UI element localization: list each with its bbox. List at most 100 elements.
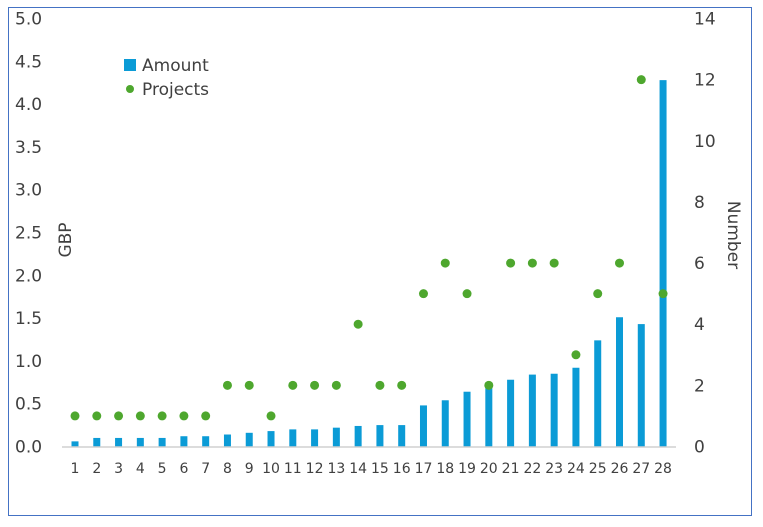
point-projects-5 [157, 411, 167, 421]
bar-amount-3 [115, 437, 123, 447]
x-tick-label: 7 [201, 461, 210, 477]
point-projects-15 [375, 380, 385, 390]
bar-amount-6 [180, 436, 188, 447]
y-tick-label: 3.5 [15, 138, 42, 158]
x-tick-label: 8 [223, 461, 232, 477]
x-tick-label: 12 [306, 461, 324, 477]
x-tick-label: 27 [632, 461, 650, 477]
point-projects-17 [418, 289, 428, 299]
point-projects-22 [527, 258, 537, 268]
bar-amount-22 [528, 374, 536, 447]
point-projects-28 [658, 289, 668, 299]
x-tick-label: 24 [567, 461, 585, 477]
point-projects-2 [92, 411, 102, 421]
bar-amount-9 [245, 432, 253, 447]
y-tick-label: 3.0 [15, 181, 42, 201]
y-tick-label: 5.0 [15, 10, 42, 30]
bar-amount-10 [267, 431, 275, 447]
y2-tick-label: 6 [694, 254, 705, 274]
legend-amount-label: Amount [142, 56, 209, 76]
y2-tick-label: 4 [694, 315, 705, 335]
point-projects-23 [549, 258, 559, 268]
x-tick-label: 1 [71, 461, 80, 477]
x-tick-label: 19 [458, 461, 476, 477]
bar-amount-26 [616, 317, 623, 447]
y2-axis-label: Number [723, 201, 743, 269]
y2-tick-label: 10 [694, 132, 716, 152]
x-tick-label: 16 [393, 461, 411, 477]
bar-amount-13 [332, 427, 340, 447]
bar-amount-4 [136, 437, 144, 447]
y-tick-label: 1.0 [15, 352, 42, 372]
point-projects-24 [571, 350, 581, 360]
legend: Amount Projects [124, 56, 209, 100]
x-tick-label: 2 [92, 461, 101, 477]
bar-amount-12 [311, 429, 319, 447]
point-projects-25 [593, 289, 603, 299]
x-tick-label: 9 [245, 461, 254, 477]
point-projects-9 [244, 380, 254, 390]
bar-amount-18 [441, 400, 449, 447]
y-tick-label: 1.5 [15, 309, 42, 329]
x-tick-label: 3 [114, 461, 123, 477]
x-tick-label: 6 [179, 461, 188, 477]
legend-projects-label: Projects [142, 80, 209, 100]
y2-tick-label: 14 [694, 10, 716, 30]
point-projects-20 [484, 380, 494, 390]
y2-tick-label: 0 [694, 438, 705, 458]
x-tick-label: 14 [349, 461, 367, 477]
point-projects-18 [440, 258, 450, 268]
x-tick-label: 22 [523, 461, 541, 477]
bar-amount-5 [158, 437, 166, 447]
point-projects-1 [70, 411, 80, 421]
y-axis-label: GBP [56, 222, 76, 257]
point-projects-6 [179, 411, 189, 421]
legend-amount-swatch [124, 59, 136, 71]
bar-amount-7 [202, 436, 210, 447]
legend-projects-swatch [126, 85, 134, 93]
x-tick-label: 21 [502, 461, 520, 477]
y-tick-label: 0.5 [15, 395, 42, 415]
bar-amount-25 [594, 340, 602, 447]
x-tick-label: 18 [436, 461, 454, 477]
point-projects-13 [331, 380, 341, 390]
bar-amount-23 [550, 373, 558, 447]
y-tick-label: 4.0 [15, 95, 42, 115]
bar-amount-16 [398, 425, 406, 447]
bar-amount-21 [507, 379, 515, 447]
point-projects-19 [462, 289, 472, 299]
bar-amount-2 [93, 437, 101, 447]
x-tick-label: 4 [136, 461, 145, 477]
point-projects-3 [114, 411, 124, 421]
y-tick-label: 0.0 [15, 438, 42, 458]
y2-tick-label: 8 [694, 193, 705, 213]
bar-amount-11 [289, 429, 297, 447]
point-projects-10 [266, 411, 276, 421]
point-projects-26 [615, 258, 624, 268]
x-tick-label: 5 [158, 461, 167, 477]
bar-amount-28 [659, 80, 667, 447]
bar-amount-15 [376, 425, 384, 447]
x-tick-label: 26 [611, 461, 629, 477]
y2-tick-label: 12 [694, 71, 716, 91]
y-tick-label: 2.5 [15, 224, 42, 244]
point-projects-16 [397, 380, 407, 390]
x-tick-label: 11 [284, 461, 302, 477]
point-projects-12 [310, 380, 320, 390]
y2-tick-label: 2 [694, 376, 705, 396]
point-projects-7 [201, 411, 211, 421]
bar-amount-20 [485, 386, 493, 447]
chart-frame [8, 7, 752, 516]
point-projects-4 [135, 411, 145, 421]
bar-amount-8 [223, 434, 231, 447]
bar-amount-19 [463, 391, 471, 447]
x-tick-label: 25 [589, 461, 607, 477]
x-tick-label: 13 [327, 461, 345, 477]
x-tick-label: 28 [654, 461, 672, 477]
y-tick-label: 2.0 [15, 266, 42, 286]
bar-amount-27 [637, 324, 645, 447]
x-tick-label: 17 [415, 461, 433, 477]
point-projects-27 [636, 75, 646, 85]
bar-amount-17 [419, 405, 427, 447]
